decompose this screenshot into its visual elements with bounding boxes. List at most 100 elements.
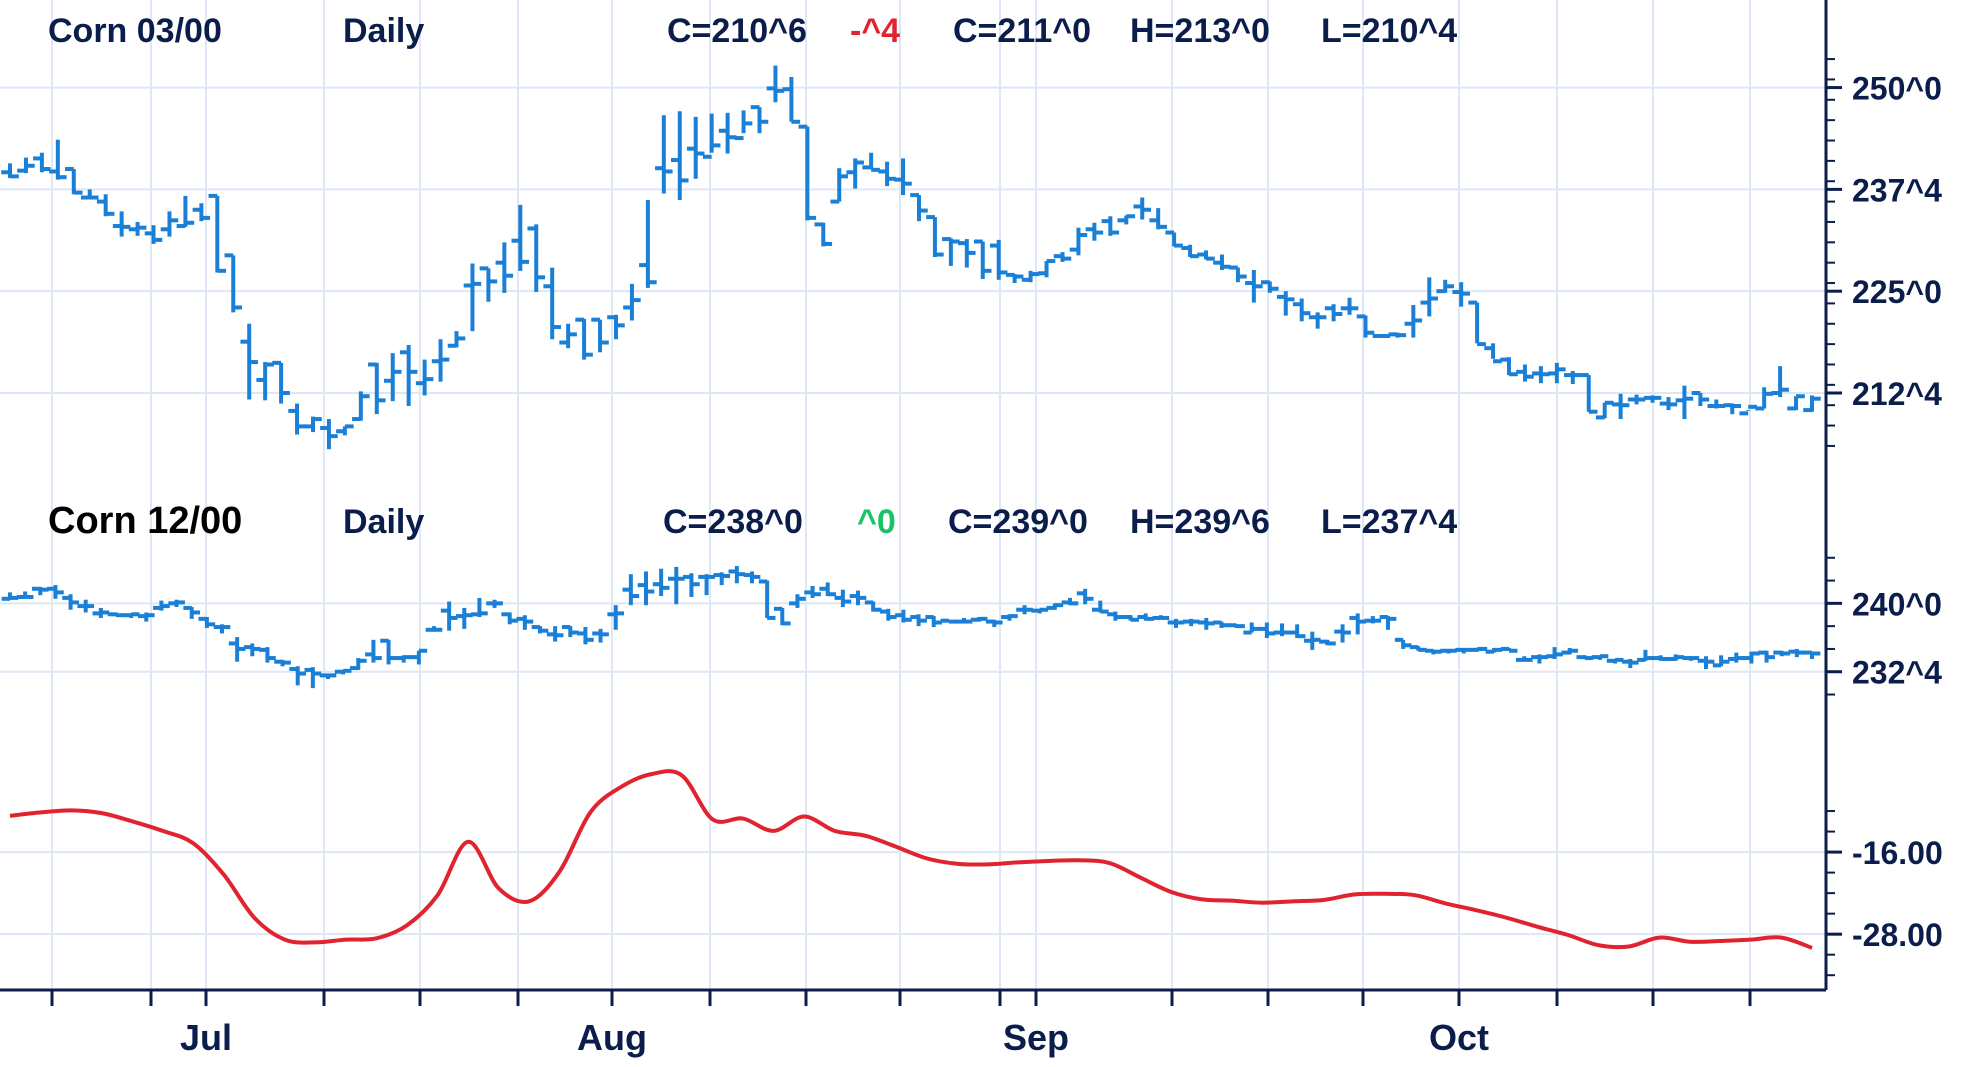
corn-1200-bar xyxy=(1167,618,1185,628)
top-readout-open: C=211^0 xyxy=(953,12,1091,50)
corn-1200-bar xyxy=(122,612,140,618)
corn-0300-bar xyxy=(80,189,99,200)
corn-1200-bar xyxy=(925,615,943,628)
corn-1200-bar xyxy=(1697,656,1715,669)
top-y-tick-label: 225^0 xyxy=(1852,274,1942,310)
corn-0300-bar xyxy=(399,344,418,407)
corn-0300-bar xyxy=(1404,305,1423,338)
corn-0300-bar xyxy=(1739,404,1757,416)
corn-1200-bar xyxy=(410,648,428,665)
corn-1200-bar xyxy=(1561,648,1579,655)
corn-0300-bar xyxy=(1117,214,1136,225)
corn-0300-bar xyxy=(1276,291,1295,316)
corn-1200-bar xyxy=(77,599,95,613)
corn-0300-bar xyxy=(1005,272,1024,284)
corn-0300-bar xyxy=(272,360,290,404)
corn-1200-bar xyxy=(789,594,806,608)
corn-0300-bar xyxy=(798,124,817,221)
corn-0300-bar xyxy=(1213,254,1231,271)
corn-0300-bar xyxy=(766,65,785,103)
corn-1200-bar xyxy=(531,625,549,634)
corn-1200-bar xyxy=(834,589,852,607)
corn-1200-bar xyxy=(607,605,625,630)
corn-1200-bar xyxy=(289,666,307,686)
corn-1200-bar xyxy=(819,582,837,597)
corn-1200-bar xyxy=(425,626,443,632)
corn-0300-bar xyxy=(1,163,19,179)
corn-1200-bar xyxy=(334,668,352,675)
corn-0300-bar xyxy=(1181,244,1199,259)
corn-1200-bar xyxy=(1258,622,1276,638)
corn-1200-bar xyxy=(955,617,973,624)
corn-0300-bar xyxy=(926,215,944,257)
corn-0300-bar xyxy=(224,253,243,313)
corn-1200-bar xyxy=(758,579,776,620)
corn-1200-bar xyxy=(198,616,216,628)
corn-1200-bar xyxy=(1712,655,1730,668)
corn-1200-bar xyxy=(213,624,231,634)
corn-1200-bar xyxy=(773,606,791,626)
corn-1200-bar xyxy=(1061,597,1079,606)
corn-0300-bar xyxy=(240,323,258,400)
corn-0300-bar xyxy=(1069,227,1088,256)
corn-1200-bar xyxy=(1531,654,1548,664)
corn-0300-bar xyxy=(463,263,482,332)
corn-1200-bar xyxy=(1470,646,1488,652)
corn-0300-bar xyxy=(1579,373,1598,414)
corn-0300-bar xyxy=(1627,394,1646,405)
corn-0300-bar xyxy=(1085,222,1104,241)
corn-0300-bar xyxy=(750,105,769,134)
corn-0300-bar xyxy=(655,115,673,194)
corn-0300-bar xyxy=(862,152,880,172)
corn-1200-bar xyxy=(1303,631,1321,650)
corn-1200-bar xyxy=(592,628,609,643)
corn-1200-bar xyxy=(1682,656,1700,661)
corn-1200-bar xyxy=(1288,624,1306,639)
corn-0300-bar xyxy=(1452,282,1470,307)
corn-0300-bar xyxy=(1420,277,1439,317)
corn-0300-bar xyxy=(144,225,163,244)
corn-1200-bar xyxy=(168,599,185,607)
corn-1200-bar xyxy=(304,667,322,689)
corn-1200-bar xyxy=(849,590,867,606)
corn-0300-bar xyxy=(1356,314,1375,338)
corn-0300-bar xyxy=(1643,395,1662,403)
corn-0300-bar xyxy=(1500,357,1518,377)
corn-1200-bar xyxy=(1228,623,1245,629)
corn-1200-bar xyxy=(47,585,64,599)
corn-1200-bar xyxy=(940,618,958,624)
corn-0300-bar xyxy=(1564,371,1582,385)
corn-0300-bar xyxy=(1611,393,1630,420)
corn-1200-bar xyxy=(137,612,155,622)
corn-1200-bar xyxy=(1621,658,1639,669)
corn-0300-bar xyxy=(958,239,976,268)
middle-readout-open: C=239^0 xyxy=(948,503,1088,541)
corn-1200-bar xyxy=(622,574,640,606)
corn-1200-bar xyxy=(985,619,1003,628)
corn-0300-bar xyxy=(607,314,625,340)
corn-1200-bar xyxy=(1485,647,1503,654)
corn-0300-bar xyxy=(670,111,689,200)
corn-1200-bar xyxy=(683,573,700,597)
corn-0300-bar xyxy=(830,168,849,204)
top-readout-low: L=210^4 xyxy=(1321,12,1457,50)
corn-0300-bar xyxy=(1165,230,1183,248)
corn-1200-bar xyxy=(395,655,413,663)
top-y-tick-label: 250^0 xyxy=(1852,71,1942,107)
corn-1200-bar xyxy=(1001,614,1018,621)
corn-0300-bar xyxy=(208,193,227,273)
corn-1200-bar xyxy=(62,594,79,610)
corn-1200-bar xyxy=(1758,650,1775,663)
corn-0300-bar xyxy=(415,359,434,396)
corn-1200-bar xyxy=(486,599,503,608)
corn-0300-bar xyxy=(1595,400,1614,420)
corn-0300-bar xyxy=(49,139,67,180)
corn-1200-bar xyxy=(1197,617,1215,630)
corn-1200-bar xyxy=(455,607,473,629)
corn-1200-bar xyxy=(1546,647,1563,659)
corn-1200-bar xyxy=(259,647,276,663)
corn-0300-bar xyxy=(718,112,737,154)
corn-1200-bar xyxy=(501,612,519,625)
corn-1200-bar xyxy=(1016,605,1033,615)
